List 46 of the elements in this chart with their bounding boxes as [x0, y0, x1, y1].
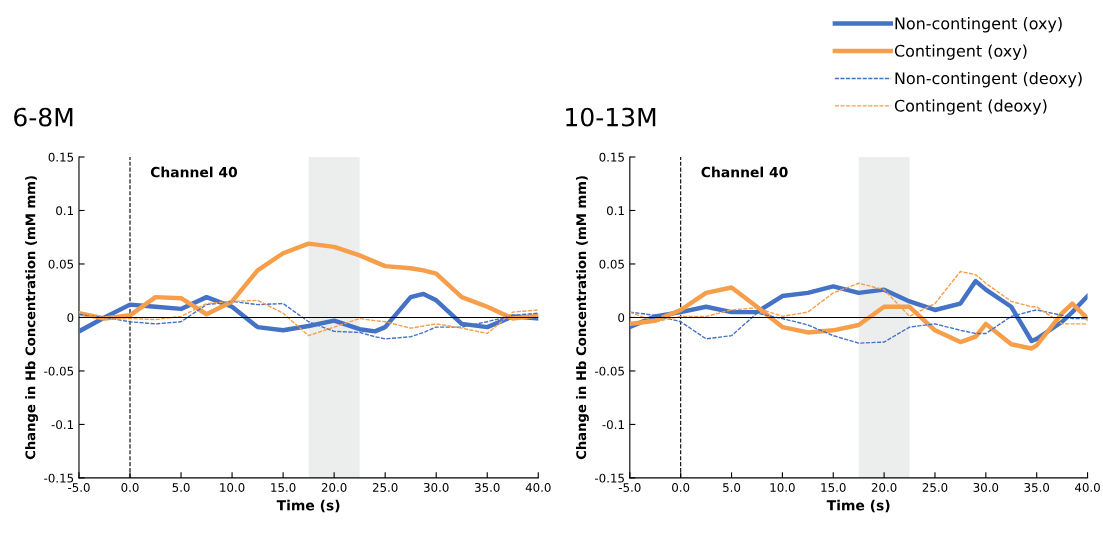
y-axis-title: Change in Hb Concentration (mM mm) [575, 176, 589, 460]
x-axis-title: Time (s) [826, 499, 890, 513]
x-tick-label: 10.0 [770, 483, 795, 492]
y-axis-title: Change in Hb Concentration (mM mm) [25, 176, 39, 460]
x-tick-label: -5.0 [618, 483, 641, 492]
y-tick-label: -0.1 [602, 420, 624, 430]
y-tick-label: -0.15 [44, 473, 74, 483]
x-tick-label: 40.0 [525, 483, 551, 492]
x-tick-label: 0.0 [672, 483, 690, 492]
x-tick-label: 0.0 [121, 483, 139, 492]
annotation: Channel 40 [150, 166, 238, 178]
annotation: Channel 40 [701, 166, 788, 178]
chart-title: 6-8M [14, 107, 73, 127]
y-tick-label: 0 [618, 313, 625, 323]
y-tick-label: -0.05 [44, 366, 74, 376]
y-tick-label: 0.05 [599, 259, 624, 269]
y-tick-label: 0.15 [599, 152, 624, 162]
x-tick-label: 5.0 [172, 483, 190, 492]
x-tick-label: 15.0 [271, 483, 296, 492]
x-axis-title: Time (s) [276, 499, 340, 513]
y-tick-label: 0.15 [48, 152, 74, 162]
x-tick-label: 5.0 [723, 483, 741, 492]
legend-label: Contingent (deoxy) [894, 99, 1047, 115]
x-tick-label: 20.0 [871, 483, 897, 492]
y-tick-label: -0.15 [594, 473, 624, 483]
x-tick-label: 25.0 [372, 483, 398, 492]
chart-title: 10-13M [566, 107, 656, 127]
x-tick-label: 35.0 [474, 483, 500, 492]
x-tick-label: -5.0 [68, 483, 90, 492]
y-tick-label: -0.1 [51, 420, 74, 430]
x-tick-label: 30.0 [423, 483, 449, 492]
y-tick-label: -0.05 [594, 366, 624, 376]
x-tick-label: 40.0 [1074, 483, 1100, 492]
y-tick-label: 0.05 [48, 259, 74, 269]
x-tick-label: 10.0 [220, 483, 245, 492]
x-tick-label: 20.0 [321, 483, 347, 492]
y-tick-label: 0 [67, 313, 74, 323]
x-tick-label: 35.0 [1024, 483, 1050, 492]
legend-label: Non-contingent (oxy) [895, 17, 1062, 33]
legend-label: Non-contingent (deoxy) [895, 71, 1082, 88]
y-tick-label: 0.1 [56, 206, 74, 216]
y-tick-label: 0.1 [606, 206, 624, 216]
x-tick-label: 25.0 [922, 483, 948, 492]
x-tick-label: 30.0 [973, 483, 999, 492]
legend-label: Contingent (oxy) [894, 44, 1027, 60]
x-tick-label: 15.0 [821, 483, 846, 492]
